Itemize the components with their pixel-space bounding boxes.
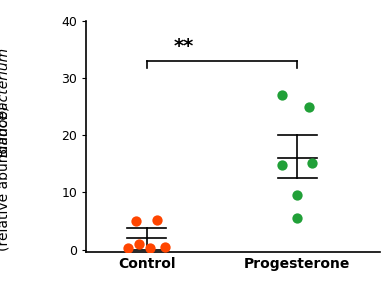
- Text: **: **: [174, 37, 194, 56]
- Point: [147, 246, 153, 251]
- Point: [294, 193, 300, 198]
- Point: [294, 216, 300, 220]
- Point: [279, 93, 285, 97]
- Point: [309, 160, 316, 165]
- Point: [154, 217, 160, 222]
- Point: [125, 246, 132, 250]
- Point: [279, 162, 285, 167]
- Text: (relative abundance): (relative abundance): [0, 106, 11, 251]
- Point: [133, 219, 139, 223]
- Point: [306, 104, 312, 109]
- Point: [136, 241, 142, 246]
- Text: Bifidobacterium: Bifidobacterium: [0, 47, 11, 157]
- Point: [162, 245, 168, 250]
